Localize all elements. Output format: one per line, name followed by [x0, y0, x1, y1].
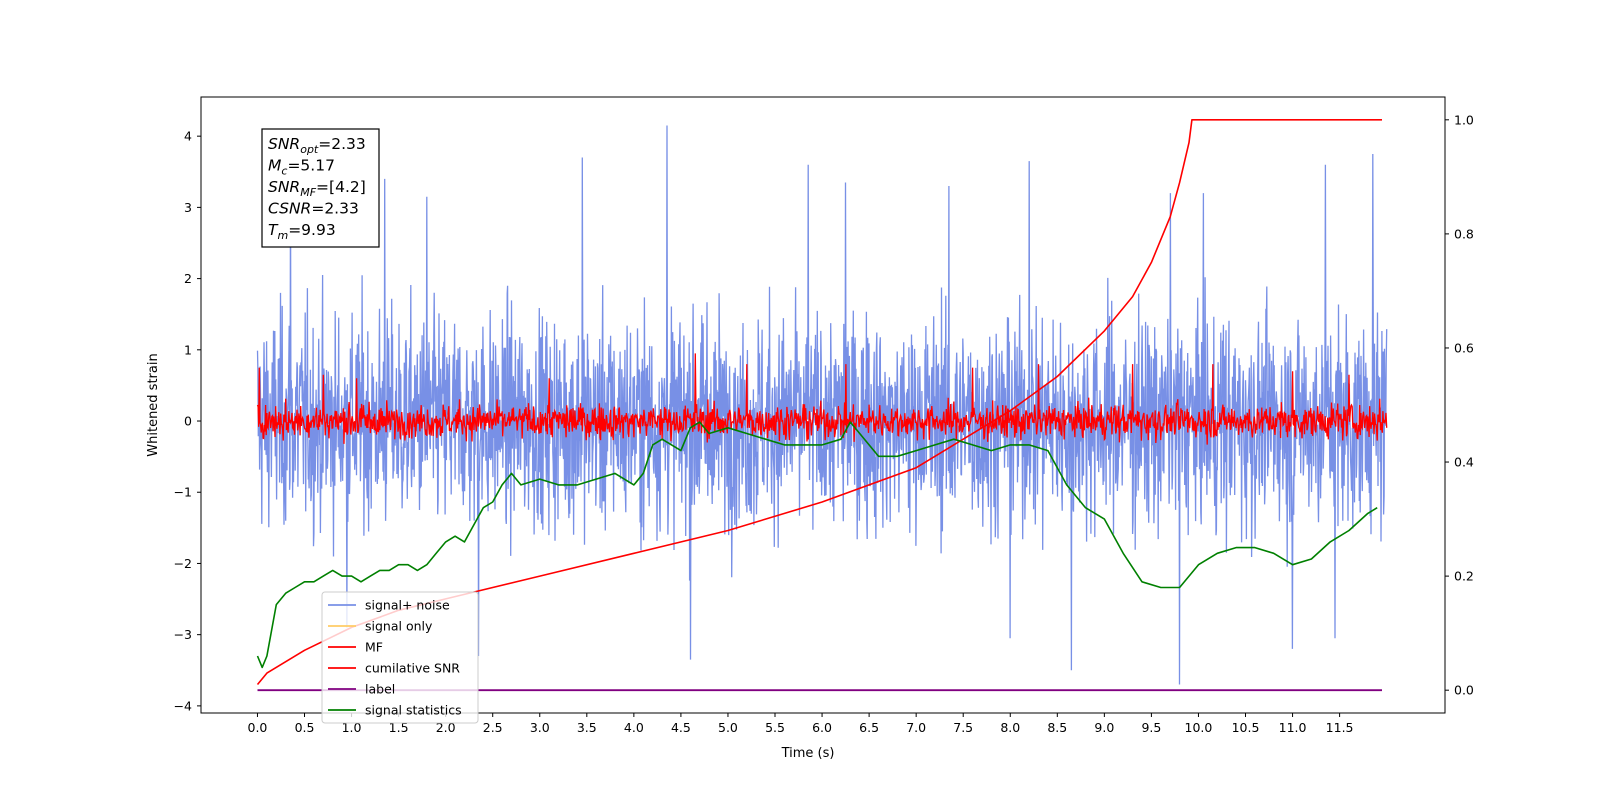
annotation-line: SNRMF=[4.2] — [268, 178, 366, 199]
plot-frame — [200, 96, 1446, 714]
annotation-line: Mc=5.17 — [268, 157, 335, 178]
x-tick-label: 8.0 — [1000, 720, 1020, 735]
legend-entry-label: signal only — [365, 619, 433, 634]
series-mf — [256, 353, 1388, 445]
x-tick-label: 7.0 — [906, 720, 926, 735]
legend-frame — [321, 591, 479, 724]
annotation-line: Tm=9.93 — [268, 221, 336, 242]
annotation-line: CSNR=2.33 — [268, 200, 359, 218]
x-tick-label: 6.0 — [812, 720, 832, 735]
y2-tick-label: 0.6 — [1454, 340, 1474, 355]
y-tick-label: 4 — [184, 129, 192, 144]
legend: signal+ noise signal only MF cumilative SNR… — [321, 591, 479, 724]
x-tick-label: 1.0 — [342, 720, 362, 735]
x-tick-label: 9.0 — [1094, 720, 1114, 735]
annotation-line: SNRopt=2.33 — [268, 135, 366, 156]
series-signal-plus-noise — [256, 125, 1388, 685]
legend-entry-label: MF — [365, 640, 383, 655]
x-tick-label: 7.5 — [953, 720, 973, 735]
y2-tick-label: 1.0 — [1454, 112, 1474, 127]
y-axis-label: Whitened strain — [146, 353, 161, 456]
x-tick-label: 6.5 — [859, 720, 879, 735]
y-axis-right: 1.0 0.8 0.6 0.4 0.2 0.0 — [1445, 112, 1474, 698]
y2-tick-label: 0.8 — [1454, 226, 1474, 241]
y-tick-label: 3 — [184, 200, 192, 215]
y-axis-left: 4 3 2 1 0 −1 −2 −3 −4 — [174, 129, 201, 713]
annotation-frame — [261, 128, 380, 248]
x-tick-label: 10.5 — [1232, 720, 1260, 735]
legend-entry-label: signal statistics — [365, 703, 462, 718]
y2-tick-label: 0.4 — [1454, 455, 1474, 470]
x-tick-label: 3.0 — [530, 720, 550, 735]
legend-entry-label: signal+ noise — [365, 598, 450, 613]
legend-entry-label: cumilative SNR — [365, 661, 460, 676]
x-tick-label: 2.0 — [436, 720, 456, 735]
x-tick-label: 4.5 — [671, 720, 691, 735]
x-tick-label: 0.0 — [248, 720, 268, 735]
y-tick-label: −2 — [174, 556, 192, 571]
x-tick-label: 11.5 — [1326, 720, 1354, 735]
x-tick-label: 8.5 — [1047, 720, 1067, 735]
y-tick-label: −4 — [174, 698, 192, 713]
x-tick-label: 3.5 — [577, 720, 597, 735]
x-tick-label: 5.0 — [718, 720, 738, 735]
x-tick-label: 10.0 — [1185, 720, 1213, 735]
y-tick-label: −3 — [174, 627, 192, 642]
x-tick-label: 0.5 — [295, 720, 315, 735]
y-tick-label: −1 — [174, 485, 192, 500]
y-tick-label: 2 — [184, 271, 192, 286]
x-tick-label: 4.0 — [624, 720, 644, 735]
y2-tick-label: 0.2 — [1454, 569, 1474, 584]
x-tick-label: 1.5 — [389, 720, 409, 735]
y-tick-label: 0 — [184, 414, 192, 429]
legend-entry-label: label — [365, 682, 395, 697]
y-tick-label: 1 — [184, 342, 192, 357]
x-axis-label: Time (s) — [781, 746, 835, 761]
x-axis: 0.0 0.5 1.0 1.5 2.0 2.5 3.0 3.5 4.0 4.5 5.0 5.5 6.0 6… — [248, 713, 1354, 735]
x-tick-label: 5.5 — [765, 720, 785, 735]
y2-tick-label: 0.0 — [1454, 683, 1474, 698]
x-tick-label: 9.5 — [1141, 720, 1161, 735]
x-tick-label: 2.5 — [483, 720, 503, 735]
x-tick-label: 11.0 — [1279, 720, 1307, 735]
series-signal-statistics — [256, 421, 1378, 669]
